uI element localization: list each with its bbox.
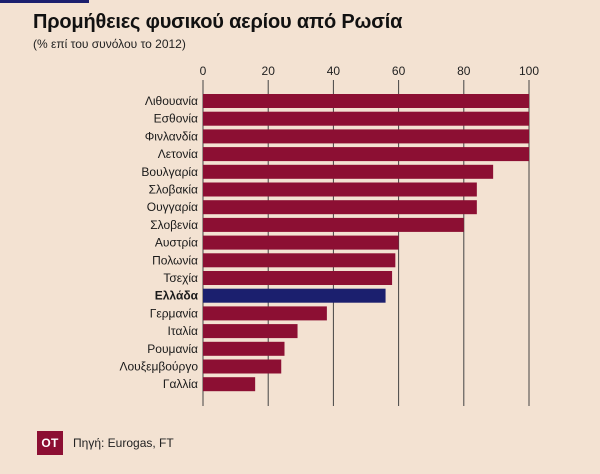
bar	[203, 271, 393, 285]
bar	[203, 341, 285, 356]
bar	[203, 359, 282, 374]
category-label: Σλοβενία	[150, 218, 198, 232]
category-label: Αυστρία	[155, 236, 198, 250]
bar	[203, 377, 256, 392]
top-accent-rule	[0, 0, 89, 3]
category-label: Ουγγαρία	[147, 200, 198, 214]
category-label: Ιταλία	[168, 324, 199, 338]
x-tick-label: 100	[519, 64, 539, 78]
bar	[203, 217, 464, 232]
bar	[203, 182, 477, 197]
category-label: Πολωνία	[152, 253, 198, 267]
bar	[203, 253, 396, 268]
x-tick-label: 80	[457, 64, 471, 78]
bar	[203, 94, 529, 108]
chart-subtitle: (% επί του συνόλου το 2012)	[33, 37, 186, 51]
bar	[203, 147, 529, 162]
category-label: Ελλάδα	[155, 289, 199, 303]
category-label: Λουξεμβούργο	[119, 360, 198, 374]
category-label: Βουλγαρία	[141, 165, 198, 179]
category-label: Φινλανδία	[145, 129, 198, 143]
category-label: Εσθονία	[154, 112, 198, 126]
chart-title: Προμήθειες φυσικού αερίου από Ρωσία	[33, 11, 403, 33]
bar	[203, 324, 298, 339]
bar	[203, 111, 529, 126]
bar	[203, 129, 529, 144]
x-tick-label: 20	[262, 64, 276, 78]
category-label: Ρουμανία	[147, 342, 198, 356]
category-label: Σλοβακία	[149, 183, 198, 197]
bar	[203, 164, 494, 179]
category-label: Τσεχία	[163, 271, 198, 285]
bar	[203, 306, 327, 321]
bar	[203, 288, 386, 303]
category-label: Γαλλία	[163, 377, 198, 391]
bar	[203, 200, 477, 215]
source-note: Πηγή: Eurogas, FT	[73, 436, 174, 450]
bar	[203, 235, 399, 250]
category-label: Λιθουανία	[145, 94, 198, 108]
x-tick-label: 0	[200, 64, 207, 78]
category-label: Γερμανία	[150, 306, 198, 320]
category-label: Λετονία	[158, 147, 198, 161]
ot-logo: OT	[37, 431, 63, 455]
x-tick-label: 40	[327, 64, 341, 78]
x-tick-label: 60	[392, 64, 406, 78]
